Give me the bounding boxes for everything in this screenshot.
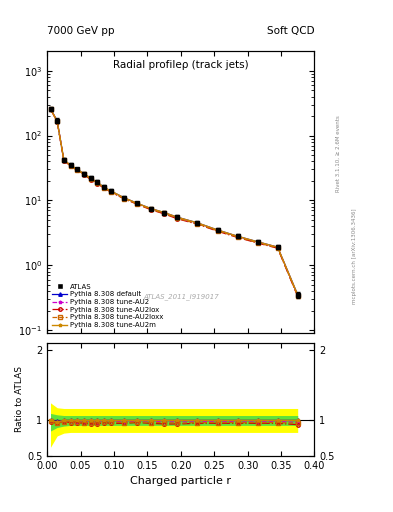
Text: Radial profileρ (track jets): Radial profileρ (track jets) [113,60,249,70]
Y-axis label: Ratio to ATLAS: Ratio to ATLAS [15,366,24,432]
Legend: ATLAS, Pythia 8.308 default, Pythia 8.308 tune-AU2, Pythia 8.308 tune-AU2lox, Py: ATLAS, Pythia 8.308 default, Pythia 8.30… [51,282,165,330]
Text: ATLAS_2011_I919017: ATLAS_2011_I919017 [143,293,219,300]
Text: 7000 GeV pp: 7000 GeV pp [47,26,115,36]
Text: Soft QCD: Soft QCD [267,26,314,36]
X-axis label: Charged particle r: Charged particle r [130,476,231,486]
Text: Rivet 3.1.10, ≥ 2.6M events: Rivet 3.1.10, ≥ 2.6M events [336,115,341,192]
Text: mcplots.cern.ch [arXiv:1306.3436]: mcplots.cern.ch [arXiv:1306.3436] [352,208,357,304]
